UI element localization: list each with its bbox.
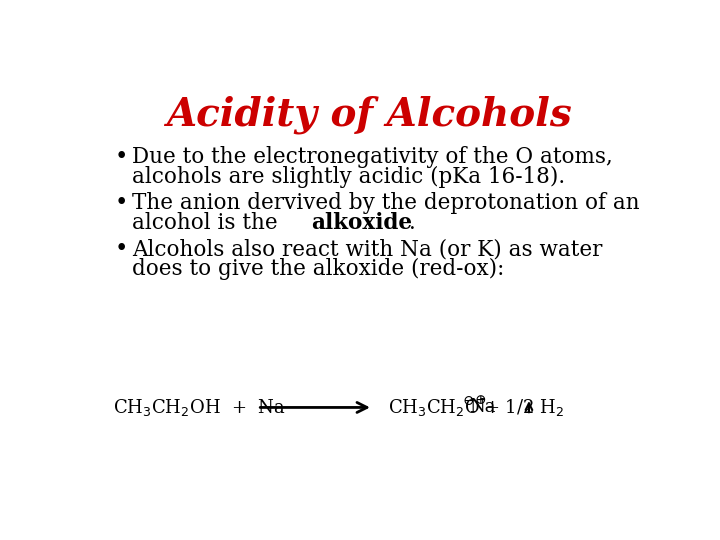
Text: alcohols are slightly acidic (pKa 16-18).: alcohols are slightly acidic (pKa 16-18)…	[132, 166, 565, 188]
Text: ⊖: ⊖	[462, 394, 474, 408]
Text: + 1/2 H$_2$: + 1/2 H$_2$	[484, 397, 564, 418]
Text: alcohol is the: alcohol is the	[132, 212, 284, 234]
Text: •: •	[115, 146, 128, 167]
Text: does to give the alkoxide (red-ox):: does to give the alkoxide (red-ox):	[132, 258, 504, 280]
Text: alkoxide: alkoxide	[311, 212, 412, 234]
Text: CH$_3$CH$_2$OH  +  Na: CH$_3$CH$_2$OH + Na	[113, 397, 286, 418]
Text: Na: Na	[469, 399, 496, 416]
Text: CH$_3$CH$_2$O: CH$_3$CH$_2$O	[388, 397, 480, 418]
Text: •: •	[115, 192, 128, 214]
Text: The anion dervived by the deprotonation of an: The anion dervived by the deprotonation …	[132, 192, 639, 214]
Text: ⊕: ⊕	[474, 394, 486, 408]
Text: Alcohols also react with Na (or K) as water: Alcohols also react with Na (or K) as wa…	[132, 238, 602, 260]
Text: Due to the electronegativity of the O atoms,: Due to the electronegativity of the O at…	[132, 146, 613, 167]
Text: •: •	[115, 238, 128, 260]
Text: Acidity of Alcohols: Acidity of Alcohols	[166, 96, 572, 134]
Text: .: .	[409, 212, 415, 234]
